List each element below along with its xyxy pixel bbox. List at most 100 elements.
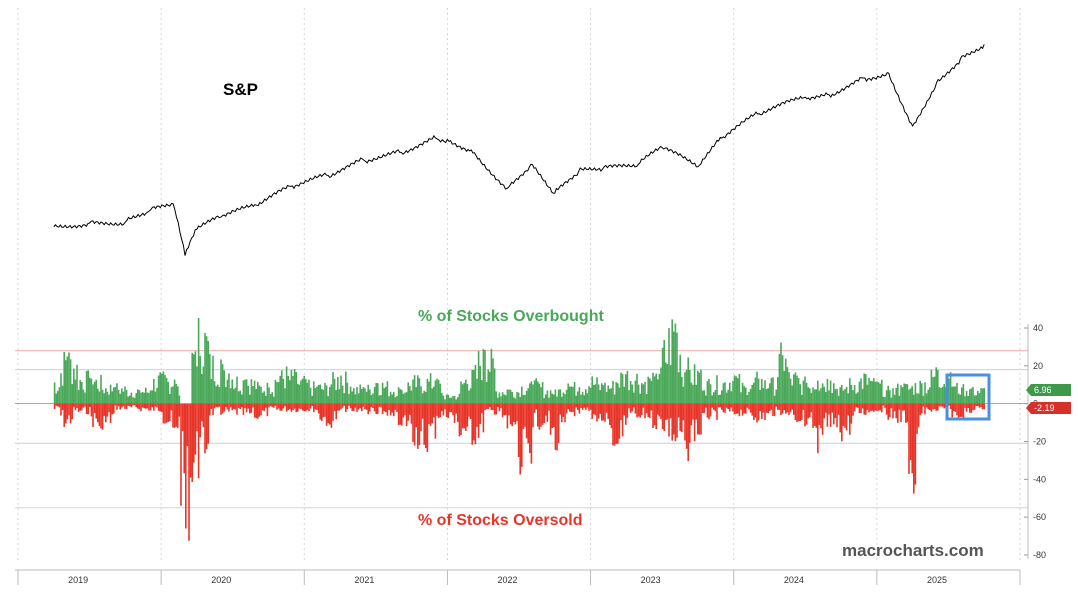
overbought-bar [258, 385, 261, 404]
oversold-bar [765, 403, 768, 413]
overbought-bar [889, 390, 891, 404]
oversold-bar [450, 403, 453, 413]
overbought-bar [890, 397, 893, 404]
oversold-bar [156, 403, 158, 408]
oversold-bar [885, 403, 888, 415]
overbought-bar [471, 370, 473, 404]
oversold-bar [773, 403, 776, 417]
oversold-bar [397, 403, 400, 425]
overbought-bar [84, 392, 86, 404]
overbought-bar [300, 380, 302, 404]
overbought-bar [905, 384, 907, 404]
overbought-bar [253, 380, 256, 404]
overbought-bar [487, 369, 489, 404]
oversold-bar [650, 403, 653, 411]
oversold-bar [941, 403, 944, 407]
oversold-bar [316, 403, 318, 410]
overbought-bar [836, 388, 838, 404]
oversold-bar [876, 403, 878, 412]
overbought-bar [87, 370, 89, 404]
oversold-bar [90, 403, 93, 417]
oversold-bar [660, 403, 662, 419]
oversold-bar [661, 403, 664, 429]
oversold-bar [401, 403, 403, 426]
oversold-bar [372, 403, 374, 408]
oversold-bar [757, 403, 760, 421]
overbought-bar [565, 389, 568, 404]
oversold-bar [357, 403, 360, 410]
oversold-bar [953, 403, 955, 411]
oversold-bar [289, 403, 291, 409]
oversold-bar [319, 403, 321, 420]
overbought-bar [60, 373, 62, 404]
oversold-bar [834, 403, 837, 419]
overbought-bar [437, 379, 440, 404]
oversold-bar [490, 403, 493, 411]
overbought-bar [897, 383, 899, 404]
oversold-bar [711, 403, 713, 408]
overbought-bar [765, 389, 768, 404]
oversold-bar [255, 403, 257, 419]
oversold-bar [370, 403, 373, 408]
overbought-bar [885, 390, 888, 404]
overbought-bar [605, 391, 608, 404]
overbought-bar [257, 382, 259, 404]
overbought-bar [449, 397, 451, 404]
oversold-bar [127, 403, 129, 406]
overbought-bar [322, 389, 325, 404]
overbought-bar [421, 393, 424, 404]
overbought-bar [53, 382, 56, 404]
overbought-bar [193, 354, 195, 404]
overbought-bar [732, 380, 734, 404]
oversold-bar [466, 403, 469, 427]
oversold-bar [657, 403, 659, 415]
oversold-bar [245, 403, 248, 413]
overbought-bar [273, 396, 275, 404]
overbought-bar [236, 376, 238, 404]
overbought-bar [345, 371, 347, 404]
oversold-bar [844, 403, 846, 428]
oversold-bar [537, 403, 539, 427]
oversold-bar [567, 403, 569, 410]
oversold-bar [322, 403, 325, 418]
oversold-bar [812, 403, 814, 428]
overbought-bar [218, 387, 221, 404]
overbought-bar [277, 382, 280, 404]
overbought-bar [285, 366, 288, 404]
oversold-bar [601, 403, 603, 421]
overbought-bar [973, 395, 976, 404]
oversold-bar [865, 403, 867, 415]
oversold-bar [762, 403, 765, 413]
overbought-bar [861, 388, 864, 404]
overbought-bar [463, 383, 465, 404]
y-tick-label: -60 [1033, 512, 1046, 522]
overbought-bar [447, 394, 449, 404]
oversold-bar [804, 403, 806, 427]
oversold-bar [581, 403, 584, 410]
overbought-bar [162, 371, 165, 404]
oversold-bar [577, 403, 579, 411]
overbought-bar [306, 382, 309, 404]
overbought-bar [607, 385, 609, 404]
oversold-bar [386, 403, 389, 416]
overbought-bar [396, 395, 398, 404]
oversold-bar [69, 403, 72, 424]
oversold-bar [247, 403, 249, 409]
overbought-bar [833, 383, 835, 404]
oversold-bar [937, 403, 939, 411]
oversold-bar [103, 403, 105, 416]
oversold-bar [361, 403, 363, 412]
x-tick-label: 2022 [498, 575, 518, 585]
overbought-bar [297, 383, 299, 404]
overbought-bar [165, 377, 168, 404]
oversold-bar [631, 403, 633, 412]
overbought-bar [317, 385, 320, 404]
overbought-bar [517, 392, 520, 404]
overbought-bar [749, 388, 752, 404]
oversold-bar [617, 403, 619, 444]
overbought-bar [482, 349, 485, 404]
oversold-bar [647, 403, 649, 417]
oversold-bar [281, 403, 283, 411]
overbought-bar [799, 384, 801, 404]
